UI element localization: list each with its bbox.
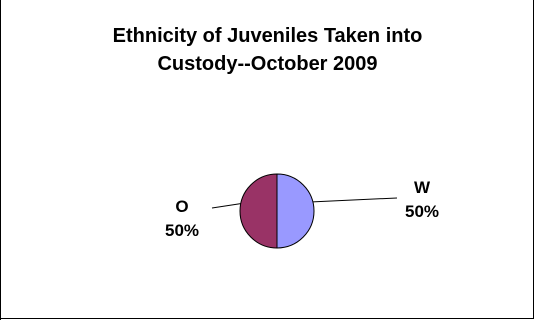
slice-label-w: W 50% [392, 176, 452, 224]
slice-label-o-percent: 50% [164, 221, 200, 240]
chart-title-line-1: Ethnicity of Juveniles Taken into [112, 25, 423, 47]
slice-label-o-category: O [175, 197, 189, 216]
chart-left-border [0, 0, 1, 320]
slice-label-w-percent: 50% [404, 202, 440, 221]
slice-label-o: O 50% [152, 195, 212, 243]
leader-line-o [211, 203, 241, 209]
leader-line-w [312, 197, 398, 203]
chart-title: Ethnicity of Juveniles Taken into Custod… [0, 22, 535, 78]
chart-title-line-2: Custody--October 2009 [157, 53, 378, 75]
pie-slice-w [276, 173, 315, 249]
pie-slice-o [239, 173, 278, 249]
slice-label-w-category: W [413, 178, 431, 197]
